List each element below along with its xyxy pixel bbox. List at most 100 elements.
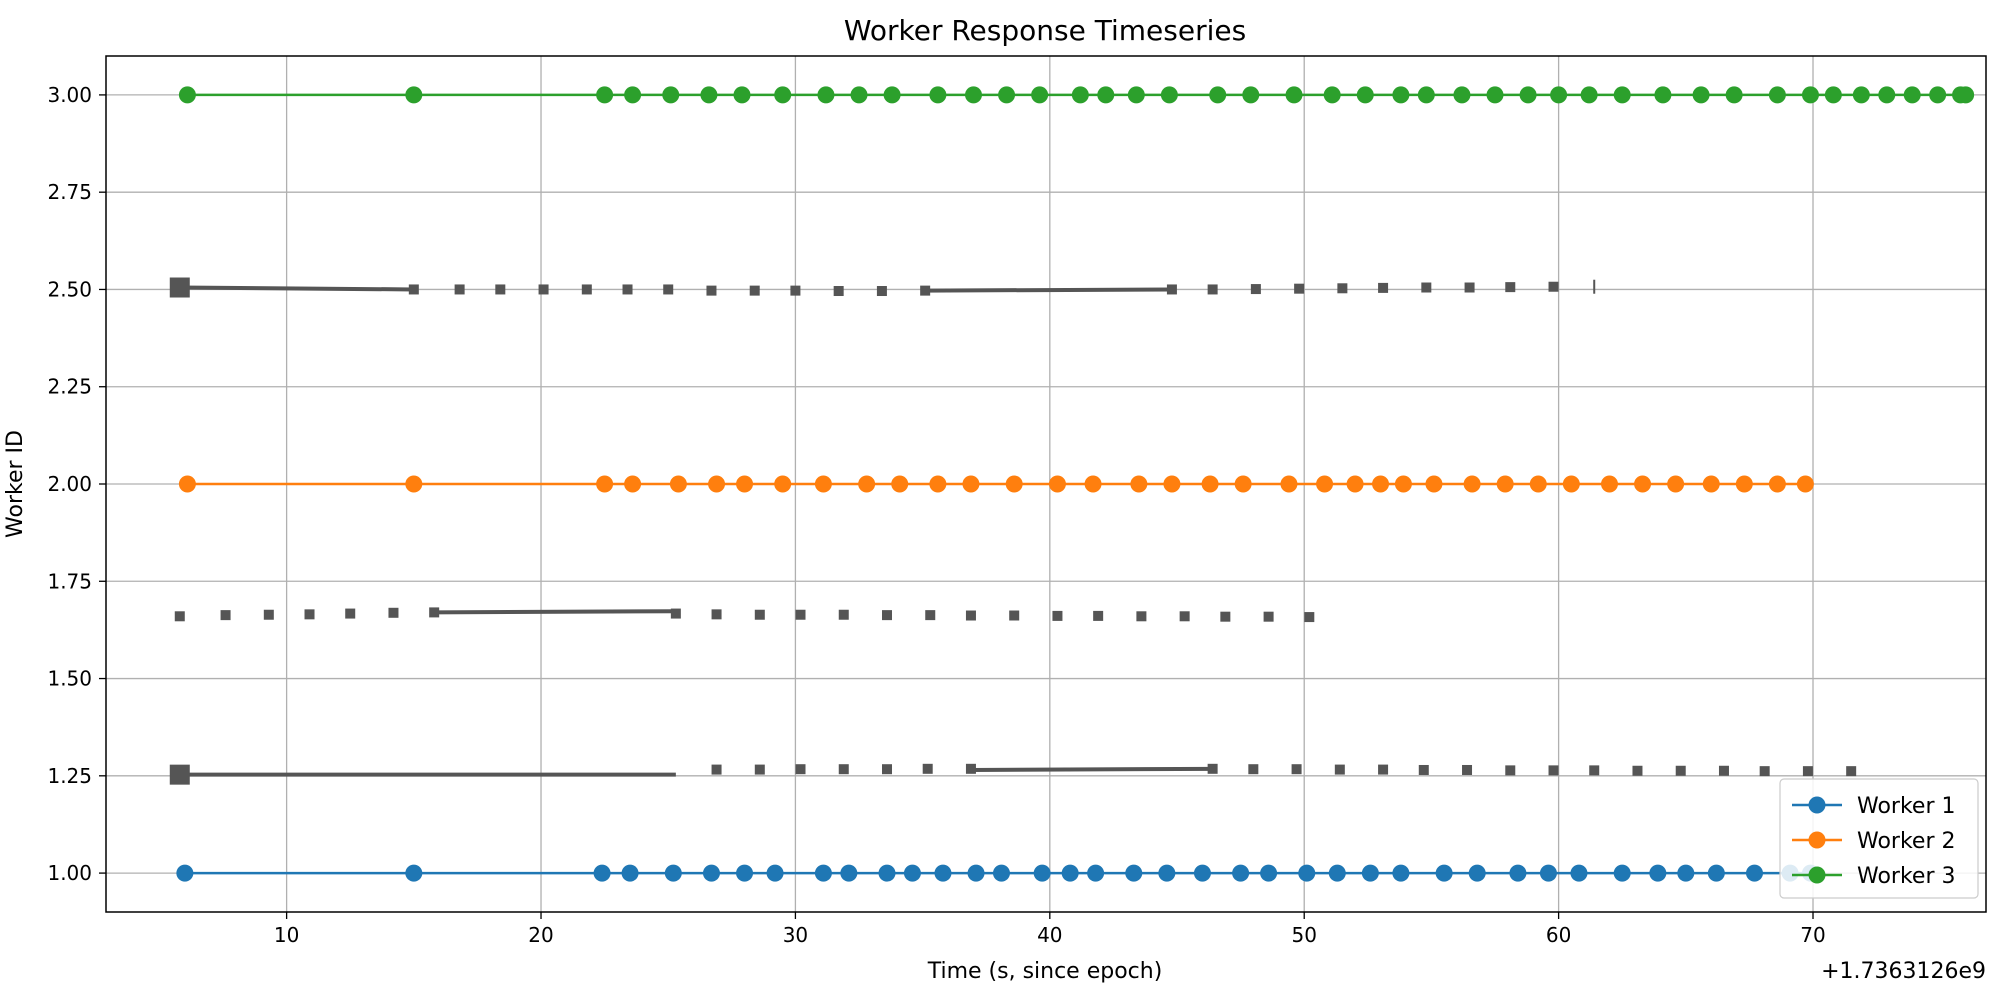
data-point: [774, 86, 792, 104]
data-point: [1725, 86, 1743, 104]
data-point: [891, 475, 909, 493]
data-point: [817, 86, 835, 104]
data-point: [1260, 864, 1278, 882]
y-tick-label: 2.00: [47, 472, 92, 496]
gray-square-marker: [1378, 282, 1389, 293]
data-point: [1234, 475, 1252, 493]
gray-square-marker: [965, 610, 976, 621]
data-point: [593, 864, 611, 882]
data-point: [934, 864, 952, 882]
data-point: [1242, 86, 1260, 104]
gray-square-marker: [1675, 765, 1686, 776]
gray-square-marker: [838, 764, 849, 775]
data-point: [1649, 864, 1667, 882]
data-point: [1634, 475, 1652, 493]
data-point: [1735, 475, 1753, 493]
gray-square-marker: [670, 608, 681, 619]
data-point: [1600, 475, 1618, 493]
gray-square-marker: [1179, 611, 1190, 622]
gray-square-marker: [1294, 283, 1305, 294]
data-point: [1796, 475, 1814, 493]
unlabeled-marker-tracks: [169, 277, 1857, 785]
series-layer: [176, 86, 1975, 882]
gray-square-marker: [833, 286, 844, 297]
legend-label: Worker 2: [1857, 829, 1956, 854]
gray-square-marker: [1418, 764, 1429, 775]
data-point: [1392, 86, 1410, 104]
data-point: [1346, 475, 1364, 493]
gray-square-marker: [408, 284, 419, 295]
gray-square-marker: [965, 763, 976, 774]
gray-square-marker: [454, 284, 465, 295]
data-point: [702, 864, 720, 882]
data-point: [1160, 86, 1178, 104]
data-point: [1768, 475, 1786, 493]
y-tick-label: 1.00: [47, 861, 92, 885]
data-point: [814, 475, 832, 493]
gray-square-marker: [1052, 610, 1063, 621]
data-point: [1061, 864, 1079, 882]
gray-square-marker: [1378, 764, 1389, 775]
data-point: [1903, 86, 1921, 104]
data-point: [1702, 475, 1720, 493]
data-point: [1417, 86, 1435, 104]
data-point: [1509, 864, 1527, 882]
y-tick-label: 1.75: [47, 569, 92, 593]
data-point: [1280, 475, 1298, 493]
gray-square-marker: [304, 609, 315, 620]
gray-square-marker: [345, 608, 356, 619]
data-point: [733, 86, 751, 104]
x-axis-title: Time (s, since epoch): [927, 959, 1163, 984]
data-point: [1298, 864, 1316, 882]
x-axis-offset-label: +1.7363126e9: [1821, 959, 1986, 984]
data-point: [1878, 86, 1896, 104]
gray-square-marker: [749, 285, 760, 296]
data-point: [1209, 86, 1227, 104]
data-point: [596, 86, 614, 104]
gray-square-marker: [1248, 764, 1259, 775]
gray-track-segment: [970, 766, 1213, 772]
data-point: [967, 864, 985, 882]
gray-square-marker: [1263, 611, 1274, 622]
data-point: [998, 86, 1016, 104]
data-point: [840, 864, 858, 882]
data-point: [1328, 864, 1346, 882]
data-point: [1957, 86, 1975, 104]
data-point: [1158, 864, 1176, 882]
data-point: [176, 864, 194, 882]
data-point: [1613, 864, 1631, 882]
data-point: [1005, 475, 1023, 493]
legend-label: Worker 3: [1857, 864, 1956, 889]
gray-square-marker: [754, 609, 765, 620]
gray-square-marker: [495, 284, 506, 295]
x-tick-label: 20: [528, 923, 553, 947]
data-point: [1392, 864, 1410, 882]
data-point: [766, 864, 784, 882]
data-point: [1031, 86, 1049, 104]
gray-track-segment: [434, 609, 676, 615]
data-point: [1677, 864, 1695, 882]
gray-square-marker: [220, 610, 231, 621]
data-point: [1539, 864, 1557, 882]
data-point: [903, 864, 921, 882]
data-point: [1285, 86, 1303, 104]
data-point: [878, 864, 896, 882]
gray-square-marker: [922, 763, 933, 774]
data-point: [1232, 864, 1250, 882]
gray-square-marker: [1505, 765, 1516, 776]
data-point: [669, 475, 687, 493]
gray-square-marker: [1136, 611, 1147, 622]
x-tick-label: 50: [1291, 923, 1316, 947]
data-point: [1852, 86, 1870, 104]
gray-square-marker: [1464, 282, 1475, 293]
data-point: [736, 475, 754, 493]
data-point: [1048, 475, 1066, 493]
y-tick-label: 1.25: [47, 764, 92, 788]
data-point: [1071, 86, 1089, 104]
data-point: [1824, 86, 1842, 104]
gray-square-marker: [1589, 765, 1600, 776]
data-point: [405, 864, 423, 882]
gray-square-marker: [920, 285, 931, 296]
